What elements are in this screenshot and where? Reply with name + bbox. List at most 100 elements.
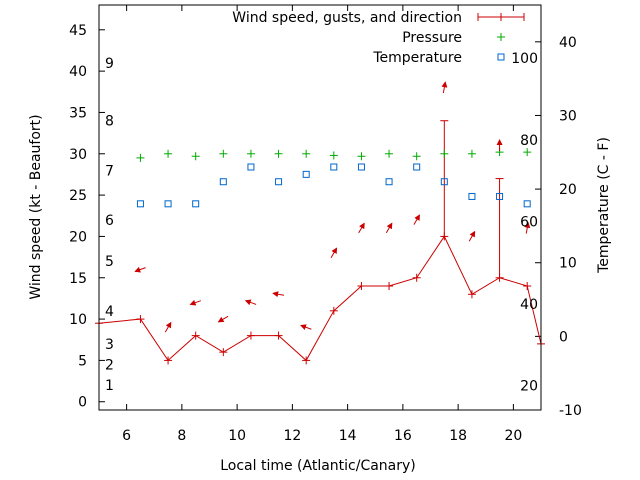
fahrenheit-label: 100	[511, 51, 538, 67]
tick-layer	[99, 5, 541, 411]
y-tick-label: 40	[69, 64, 87, 80]
x-tick-label: 10	[228, 428, 246, 444]
beaufort-label: 9	[105, 56, 114, 72]
pressure-point	[412, 152, 421, 161]
y-tick-label: 35	[69, 105, 87, 121]
y2-tick-label: 30	[559, 108, 577, 124]
temperature-point	[468, 192, 476, 200]
pressure-point	[329, 151, 338, 160]
temperature-point	[247, 163, 255, 171]
y-tick-label: 20	[69, 229, 87, 245]
wind-direction-arrow	[468, 230, 476, 242]
beaufort-label: 2	[105, 358, 114, 374]
wind-speed-point	[385, 282, 394, 291]
beaufort-label: 6	[105, 213, 114, 229]
y-tick-label: 45	[69, 23, 87, 39]
fahrenheit-label: 80	[520, 133, 538, 149]
temperature-point	[302, 170, 310, 178]
temperature-point	[136, 200, 144, 208]
wind-direction-arrow	[524, 221, 531, 234]
y-tick-label: 10	[69, 312, 87, 328]
wind-speed-point	[136, 315, 145, 324]
legend-label-pressure: Pressure	[402, 30, 462, 46]
y-tick-label: 5	[78, 353, 87, 369]
temperature-point	[440, 178, 448, 186]
y-tick-label: 0	[78, 395, 87, 411]
wind-speed-point	[274, 331, 283, 340]
pressure-point	[164, 149, 173, 158]
wind-direction-arrow	[272, 291, 285, 298]
x-axis-title: Local time (Atlantic/Canary)	[220, 458, 416, 474]
pressure-point	[219, 149, 228, 158]
temperature-point	[496, 192, 504, 200]
pressure-point	[246, 149, 255, 158]
temperature-point	[385, 178, 393, 186]
wind-direction-arrow	[217, 315, 229, 323]
x-tick-label: 8	[177, 428, 186, 444]
wind-speed-point	[219, 348, 228, 357]
beaufort-label: 7	[105, 163, 114, 179]
pressure-point	[467, 149, 476, 158]
fahrenheit-label: 40	[520, 297, 538, 313]
x-tick-label: 20	[504, 428, 522, 444]
pressure-point	[357, 152, 366, 161]
pressure-point	[191, 152, 200, 161]
y2-tick-label: 40	[559, 35, 577, 51]
pressure-point	[523, 148, 532, 157]
wind-speed-point	[412, 273, 421, 282]
wind-speed-point	[523, 282, 532, 291]
y-tick-label: 30	[69, 147, 87, 163]
wind-speed-point	[357, 282, 366, 291]
wind-direction-arrow	[358, 222, 365, 234]
temperature-point	[357, 163, 365, 171]
wind-gust-errorbar	[495, 178, 504, 278]
wind-direction-arrow	[300, 324, 312, 330]
x-tick-label: 12	[283, 428, 301, 444]
y2-tick-label: 10	[559, 256, 577, 272]
pressure-point	[302, 149, 311, 158]
series-layer	[95, 81, 545, 365]
beaufort-label: 3	[105, 337, 114, 353]
y-axis-title: Wind speed (kt - Beaufort)	[28, 114, 44, 299]
wind-direction-arrow	[413, 214, 420, 225]
legend-swatch-temperature	[497, 53, 505, 61]
fahrenheit-label: 20	[520, 379, 538, 395]
wind-speed-point	[164, 356, 173, 365]
legend-swatch-wind	[477, 13, 525, 21]
x-tick-label: 14	[339, 428, 357, 444]
x-tick-label: 6	[122, 428, 131, 444]
y2-tick-label: -10	[559, 403, 582, 419]
plot-frame	[98, 4, 542, 411]
wind-speed-point	[246, 331, 255, 340]
beaufort-label: 4	[105, 304, 114, 320]
wind-speed-point	[191, 331, 200, 340]
temperature-point	[164, 200, 172, 208]
wind-direction-arrow	[330, 247, 338, 258]
label-layer: 6 8 10 12 14 16 18 20051015202530354045-1001020…	[69, 23, 582, 444]
legend-label-wind: Wind speed, gusts, and direction	[232, 10, 462, 26]
x-tick-label: 18	[449, 428, 467, 444]
beaufort-label: 5	[105, 254, 114, 270]
legend: Wind speed, gusts, and direction Pressur…	[232, 10, 525, 66]
pressure-point	[440, 149, 449, 158]
temperature-point	[330, 163, 338, 171]
wind-direction-arrow	[189, 299, 202, 306]
wind-speed-point	[329, 306, 338, 315]
temperature-point	[192, 200, 200, 208]
temperature-point	[275, 178, 283, 186]
beaufort-label: 8	[105, 114, 114, 130]
temperature-point	[413, 163, 421, 171]
wind-speed-point	[302, 356, 311, 365]
y-tick-label: 15	[69, 271, 87, 287]
wind-direction-arrow	[244, 299, 257, 306]
pressure-point	[136, 153, 145, 162]
beaufort-label: 1	[105, 378, 114, 394]
wind-direction-arrow	[134, 266, 146, 273]
temperature-point	[219, 178, 227, 186]
pressure-point	[385, 149, 394, 158]
fahrenheit-label: 60	[520, 214, 538, 230]
y2-tick-label: 20	[559, 182, 577, 198]
legend-swatch-pressure	[497, 33, 505, 41]
